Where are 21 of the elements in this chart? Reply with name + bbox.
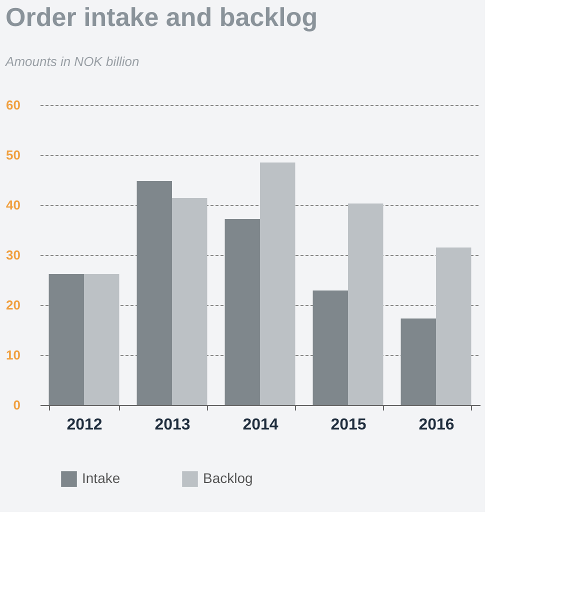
- y-tick-label: 40: [6, 198, 20, 212]
- x-tick-label: 2013: [154, 416, 190, 434]
- y-tick-label: 0: [13, 398, 20, 412]
- y-tick-label: 50: [6, 148, 20, 162]
- bar: [172, 198, 208, 405]
- bar: [348, 204, 384, 405]
- chart-subtitle: Amounts in NOK billion: [4, 54, 140, 69]
- y-tick-label: 60: [6, 98, 20, 112]
- bar: [436, 248, 472, 405]
- legend-label: Intake: [82, 470, 120, 486]
- x-tick-label: 2015: [330, 416, 366, 434]
- y-tick-label: 30: [6, 248, 20, 262]
- y-tick-label: 10: [6, 348, 20, 362]
- chart-title: Order intake and backlog: [6, 2, 318, 32]
- bar: [260, 162, 296, 405]
- y-tick-label: 20: [6, 298, 20, 312]
- x-tick-label: 2014: [242, 416, 278, 434]
- x-tick-label: 2016: [418, 416, 454, 434]
- x-tick-label: 2012: [66, 416, 102, 434]
- bar: [84, 274, 120, 405]
- legend-label: Backlog: [203, 470, 253, 486]
